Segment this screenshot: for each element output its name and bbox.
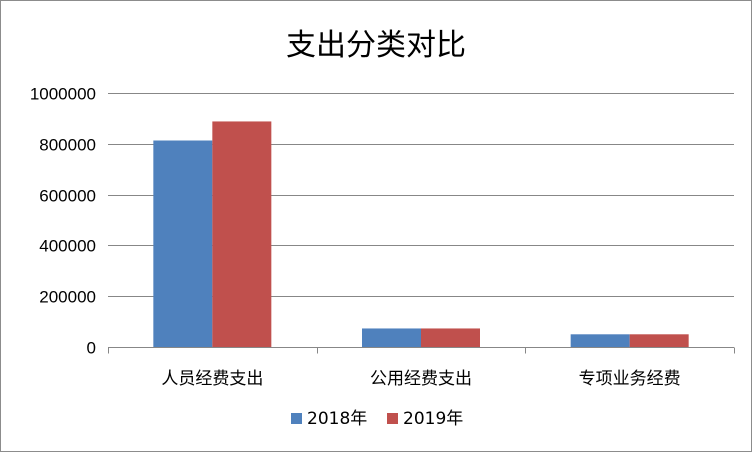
y-axis-ticks: 0 200000 400000 600000 800000 1000000 xyxy=(30,85,96,358)
bar-series2-0 xyxy=(212,121,272,347)
chart-title: 支出分类对比 xyxy=(286,28,466,63)
bar-series1-2 xyxy=(570,334,630,347)
bars xyxy=(153,121,689,347)
legend-label: 2018年 xyxy=(307,409,367,429)
y-tick-label: 200000 xyxy=(39,288,96,307)
category-label: 专项业务经费 xyxy=(579,369,681,389)
bar-series1-0 xyxy=(153,140,213,347)
legend: 2018年 2019年 xyxy=(291,409,463,429)
y-tick-label: 600000 xyxy=(39,187,96,206)
y-tick-label: 1000000 xyxy=(30,85,96,104)
category-label: 人员经费支出 xyxy=(161,369,263,389)
y-tick-label: 400000 xyxy=(39,237,96,256)
x-axis xyxy=(108,347,735,354)
category-label: 公用经费支出 xyxy=(370,369,472,389)
legend-swatch xyxy=(387,413,398,424)
bar-series2-1 xyxy=(421,328,480,347)
legend-swatch xyxy=(291,413,302,424)
category-labels: 人员经费支出 公用经费支出 专项业务经费 xyxy=(161,369,680,389)
legend-label: 2019年 xyxy=(403,409,463,429)
y-tick-label: 800000 xyxy=(39,136,96,155)
y-tick-label: 0 xyxy=(87,339,96,358)
bar-series1-1 xyxy=(362,328,421,347)
bar-series2-2 xyxy=(629,334,689,347)
